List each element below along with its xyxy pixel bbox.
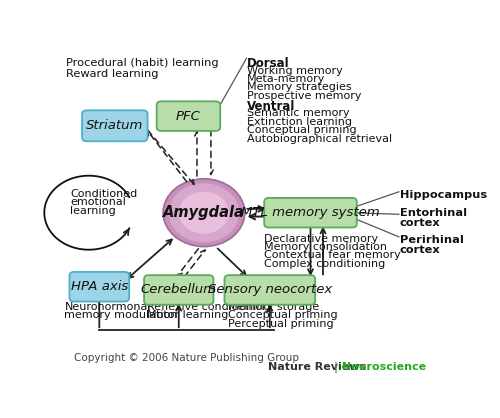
Text: Perceptual priming: Perceptual priming bbox=[228, 319, 334, 329]
Text: cortex: cortex bbox=[400, 245, 440, 255]
Text: Memory consolidation: Memory consolidation bbox=[264, 242, 387, 252]
Text: Nature Reviews: Nature Reviews bbox=[268, 362, 366, 372]
Text: Conceptual priming: Conceptual priming bbox=[247, 125, 356, 135]
Text: Prospective memory: Prospective memory bbox=[247, 91, 362, 101]
Text: HPA axis: HPA axis bbox=[70, 280, 128, 293]
Text: Meta-memory: Meta-memory bbox=[247, 74, 326, 84]
Text: Neurohormonal: Neurohormonal bbox=[64, 302, 151, 312]
Text: Amygdala: Amygdala bbox=[163, 205, 245, 220]
Text: | Neuroscience: | Neuroscience bbox=[334, 362, 426, 373]
FancyBboxPatch shape bbox=[144, 275, 214, 305]
FancyBboxPatch shape bbox=[224, 275, 315, 305]
Text: Extinction learning: Extinction learning bbox=[247, 117, 352, 127]
Text: Entorhinal: Entorhinal bbox=[400, 208, 467, 218]
Text: Memory storage: Memory storage bbox=[228, 302, 320, 312]
Circle shape bbox=[163, 179, 244, 247]
FancyBboxPatch shape bbox=[264, 198, 357, 227]
Text: Conditioned: Conditioned bbox=[70, 189, 138, 199]
Text: Reflexive conditioning: Reflexive conditioning bbox=[147, 302, 270, 312]
Text: Autobiographical retrieval: Autobiographical retrieval bbox=[247, 133, 392, 143]
Text: Hippocampus: Hippocampus bbox=[400, 190, 487, 200]
Text: PFC: PFC bbox=[176, 110, 201, 122]
Text: Striatum: Striatum bbox=[86, 119, 144, 133]
Circle shape bbox=[170, 184, 238, 242]
Text: Ventral: Ventral bbox=[247, 100, 296, 113]
Text: learning: learning bbox=[70, 206, 116, 216]
FancyBboxPatch shape bbox=[156, 101, 220, 131]
FancyBboxPatch shape bbox=[70, 272, 129, 301]
Text: Motor learning: Motor learning bbox=[147, 310, 228, 320]
Text: Declarative memory: Declarative memory bbox=[264, 234, 378, 244]
Text: Complex conditioning: Complex conditioning bbox=[264, 259, 385, 269]
Circle shape bbox=[180, 192, 228, 233]
Text: cortex: cortex bbox=[400, 217, 440, 227]
Text: MTL memory system: MTL memory system bbox=[241, 206, 380, 219]
Text: Reward learning: Reward learning bbox=[66, 69, 159, 79]
Text: Perirhinal: Perirhinal bbox=[400, 235, 464, 245]
Text: memory modulation: memory modulation bbox=[64, 310, 178, 320]
Text: Procedural (habit) learning: Procedural (habit) learning bbox=[66, 58, 219, 68]
Text: Dorsal: Dorsal bbox=[247, 57, 290, 70]
Text: Contextual fear memory: Contextual fear memory bbox=[264, 250, 401, 260]
Text: Sensory neocortex: Sensory neocortex bbox=[208, 283, 332, 296]
Text: Conceptual priming: Conceptual priming bbox=[228, 310, 338, 320]
Text: Semantic memory: Semantic memory bbox=[247, 108, 350, 118]
Text: Memory strategies: Memory strategies bbox=[247, 82, 352, 92]
Text: Working memory: Working memory bbox=[247, 66, 342, 76]
Text: Cerebellum: Cerebellum bbox=[141, 283, 217, 296]
Text: Copyright © 2006 Nature Publishing Group: Copyright © 2006 Nature Publishing Group bbox=[74, 353, 299, 363]
Text: emotional: emotional bbox=[70, 197, 126, 207]
FancyBboxPatch shape bbox=[82, 110, 148, 141]
